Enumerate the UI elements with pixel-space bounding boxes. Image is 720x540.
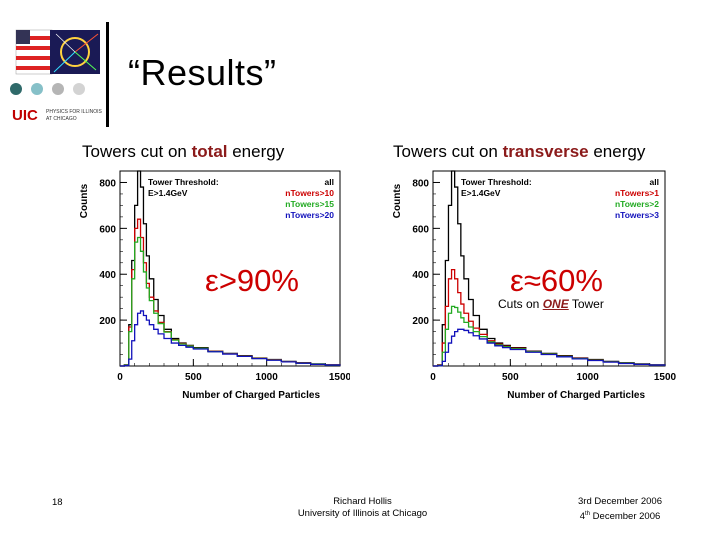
left-subtitle-post: energy [227, 142, 285, 161]
left-chart-plot-frame [119, 170, 341, 367]
logo-area: UIC PHYSICS FOR ILLINOIS AT CHICAGO [8, 22, 108, 132]
right-chart-legend-entry-0: all [650, 177, 659, 187]
left-efficiency-label: ε>90% [205, 263, 299, 298]
right-chart-ytick-label: 800 [412, 178, 429, 189]
right-note-highlight: ONE [542, 297, 569, 311]
title-divider [106, 22, 109, 127]
right-chart: 200 400 600 800 0 500 1000 1500 Number of Charge… [392, 170, 677, 401]
right-subtitle-post: energy [588, 142, 646, 161]
left-chart-x-axis-label: Number of Charged Particles [182, 390, 320, 401]
left-chart: 200 400 600 800 0 500 1000 1500 Number of Charge… [79, 170, 350, 401]
right-chart-legend-entry-2: nTowers>2 [615, 199, 659, 209]
gray-circle-icon [52, 83, 64, 95]
right-chart-ytick-label: 200 [412, 316, 429, 327]
footer-center: Richard Hollis University of Illinois at… [270, 496, 455, 520]
uic-logo-sub-1: PHYSICS FOR ILLINOIS [46, 109, 103, 115]
left-chart-xtick-label: 500 [185, 372, 202, 383]
teal-circle-icon [10, 83, 22, 95]
left-chart-xtick-label: 1000 [256, 372, 279, 383]
right-chart-plot-frame [432, 170, 666, 367]
left-chart-legend-entry-3: nTowers>20 [285, 210, 334, 220]
slide-title: “Results” [128, 52, 277, 93]
left-chart-legend-entry-0: all [325, 177, 334, 187]
right-chart-x-axis-label: Number of Charged Particles [507, 390, 645, 401]
left-chart-ytick-label: 400 [99, 270, 116, 281]
right-chart-legend-title: Tower Threshold: [461, 177, 532, 187]
logos-graphic: UIC PHYSICS FOR ILLINOIS AT CHICAGO [10, 29, 103, 124]
uic-logo-text: UIC [12, 107, 38, 124]
right-chart-series-3 [433, 328, 666, 367]
uic-logo-sub-2: AT CHICAGO [46, 116, 77, 122]
light-gray-circle-icon [73, 83, 85, 95]
right-chart-xtick-label: 1500 [654, 372, 677, 383]
footer-date-1: 3rd December 2006 [578, 496, 662, 507]
left-subtitle-highlight: total [191, 142, 228, 161]
right-chart-ytick-label: 600 [412, 224, 429, 235]
right-subtitle: Towers cut on transverse energy [393, 142, 645, 162]
footer-date-2-num: 4 [579, 511, 586, 523]
emblem-flag-icon [15, 29, 53, 75]
footer-author: Richard Hollis [333, 496, 392, 507]
right-note: Cuts on ONE Tower [498, 297, 604, 311]
left-chart-xtick-label: 1500 [329, 372, 350, 383]
left-chart-legend-title: Tower Threshold: [148, 177, 219, 187]
left-chart-legend-entry-2: nTowers>15 [285, 199, 334, 209]
footer-date-2-rest: December 2006 [590, 511, 661, 523]
right-subtitle-pre: Towers cut on [393, 142, 503, 161]
right-note-pre: Cuts on [498, 297, 543, 311]
left-chart-y-axis-label: Counts [79, 183, 90, 218]
footer-institution: University of Illinois at Chicago [297, 508, 428, 519]
event-display-icon [50, 30, 100, 74]
right-chart-xtick-label: 1000 [577, 372, 600, 383]
light-teal-circle-icon [31, 83, 43, 95]
left-chart-legend-entry-1: nTowers>10 [285, 188, 334, 198]
footer-date-2-sup: th [585, 511, 591, 517]
right-chart-legend-entry-1: nTowers>1 [615, 188, 659, 198]
left-chart-ytick-label: 200 [99, 316, 116, 327]
left-chart-xtick-label: 0 [117, 372, 123, 383]
page-number: 18 [52, 497, 63, 508]
footer-date-2: 4th December 2006 [560, 508, 680, 523]
left-chart-legend-subtitle: E>1.4GeV [148, 188, 188, 198]
right-chart-y-axis-label: Counts [392, 183, 403, 218]
left-chart-series-3 [120, 310, 341, 367]
right-efficiency-label: ε≈60% [510, 263, 603, 298]
right-subtitle-highlight: transverse [502, 142, 589, 161]
footer-right: 3rd December 2006 4th December 2006 [560, 496, 680, 523]
right-note-post: Tower [568, 297, 604, 311]
right-chart-ytick-label: 400 [412, 270, 429, 281]
right-chart-xtick-label: 500 [502, 372, 519, 383]
left-chart-ytick-label: 600 [99, 224, 116, 235]
right-chart-legend-subtitle: E>1.4GeV [461, 188, 501, 198]
right-chart-legend-entry-3: nTowers>3 [615, 210, 659, 220]
left-subtitle-pre: Towers cut on [82, 142, 192, 161]
left-subtitle: Towers cut on total energy [82, 142, 284, 162]
left-chart-ytick-label: 800 [99, 178, 116, 189]
right-chart-xtick-label: 0 [430, 372, 436, 383]
